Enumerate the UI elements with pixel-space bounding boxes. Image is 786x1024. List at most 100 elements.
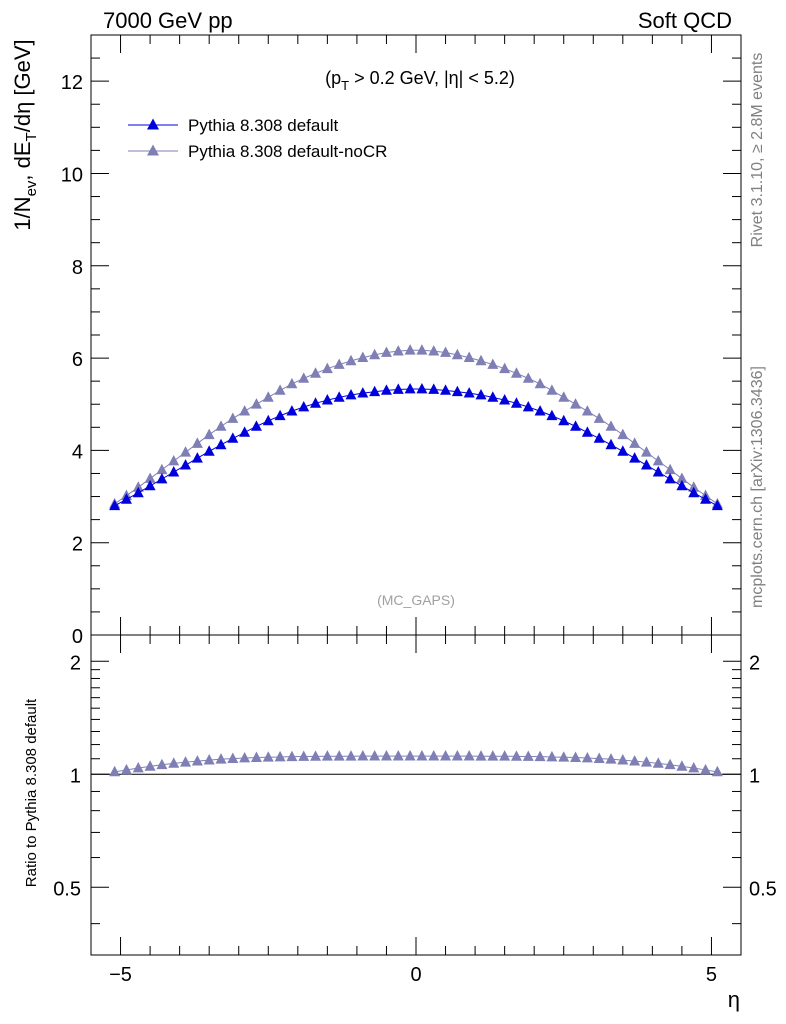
data-point-series-0 bbox=[120, 493, 132, 504]
legend-label-default: Pythia 8.308 default bbox=[188, 116, 339, 135]
data-point-series-0 bbox=[144, 479, 156, 491]
data-point-series-1 bbox=[499, 362, 511, 374]
data-point-series-0 bbox=[286, 405, 298, 416]
data-point-series-0 bbox=[227, 432, 239, 443]
process-label: Soft QCD bbox=[638, 8, 732, 33]
data-point-series-0 bbox=[546, 409, 558, 421]
main-x-axis bbox=[90, 35, 742, 635]
ratio-data-point bbox=[203, 754, 215, 765]
data-point-series-0 bbox=[428, 383, 440, 394]
ratio-data-point bbox=[652, 757, 664, 768]
data-point-series-0 bbox=[700, 493, 712, 504]
ratio-data-point bbox=[428, 750, 440, 761]
ratio-data-point bbox=[558, 751, 570, 762]
ratio-data-point bbox=[451, 750, 463, 761]
ylabel-part-1: 1/N bbox=[10, 196, 35, 230]
data-point-series-1 bbox=[132, 481, 144, 492]
data-point-series-0 bbox=[522, 400, 534, 412]
data-point-series-1 bbox=[191, 437, 203, 448]
series-line-1 bbox=[114, 349, 718, 505]
data-point-series-1 bbox=[510, 367, 522, 378]
ylabel-part-2: , dE bbox=[10, 141, 35, 180]
data-point-series-1 bbox=[534, 377, 546, 389]
ratio-data-point bbox=[617, 754, 629, 765]
data-point-series-0 bbox=[156, 472, 168, 484]
data-point-series-1 bbox=[369, 348, 381, 360]
data-point-series-0 bbox=[640, 459, 652, 470]
data-point-series-0 bbox=[357, 387, 369, 398]
data-point-series-0 bbox=[369, 385, 381, 397]
data-point-series-0 bbox=[239, 426, 251, 437]
main-y-tick-labels: 0 2 4 6 8 10 12 bbox=[61, 72, 83, 648]
main-data-series bbox=[109, 344, 723, 511]
data-point-series-0 bbox=[487, 391, 499, 402]
data-point-series-1 bbox=[321, 362, 333, 374]
data-point-series-1 bbox=[652, 454, 664, 466]
ratio-data-point bbox=[239, 751, 251, 763]
data-point-series-0 bbox=[416, 382, 428, 394]
ratio-data-point bbox=[333, 750, 345, 761]
main-y-tick-label: 12 bbox=[61, 72, 83, 94]
ratio-data-point bbox=[191, 755, 203, 766]
data-point-series-1 bbox=[227, 412, 239, 423]
data-point-series-1 bbox=[345, 354, 357, 366]
ratio-data-point bbox=[711, 765, 723, 777]
data-point-series-1 bbox=[463, 351, 475, 363]
data-point-series-1 bbox=[629, 437, 641, 448]
data-point-series-0 bbox=[321, 394, 333, 405]
ratio-data-point bbox=[369, 750, 381, 761]
data-point-series-1 bbox=[617, 428, 629, 440]
ratio-series-line bbox=[114, 755, 718, 773]
ratio-data-point bbox=[250, 751, 262, 762]
ratio-data-point bbox=[144, 760, 156, 771]
ratio-data-point bbox=[262, 751, 274, 762]
data-point-series-0 bbox=[132, 486, 144, 498]
legend-marker-nocr bbox=[147, 144, 159, 156]
data-point-series-0 bbox=[404, 382, 416, 394]
data-point-series-0 bbox=[203, 445, 215, 456]
data-point-series-1 bbox=[428, 345, 440, 356]
cut-part-2: > 0.2 GeV, |η| < 5.2) bbox=[349, 68, 515, 88]
ratio-data-point bbox=[392, 750, 404, 761]
data-point-series-0 bbox=[168, 466, 180, 477]
data-point-series-1 bbox=[640, 446, 652, 457]
data-point-series-0 bbox=[298, 400, 310, 412]
ratio-data-point bbox=[274, 750, 286, 762]
data-point-series-1 bbox=[522, 372, 534, 383]
data-point-series-1 bbox=[298, 372, 310, 383]
data-point-series-1 bbox=[380, 346, 392, 357]
data-point-series-0 bbox=[499, 394, 511, 405]
energy-label: 7000 GeV pp bbox=[103, 8, 233, 33]
data-point-series-1 bbox=[487, 358, 499, 369]
data-point-series-0 bbox=[345, 388, 357, 400]
ratio-data-point bbox=[298, 750, 310, 761]
data-point-series-1 bbox=[180, 446, 192, 457]
ratio-data-point bbox=[380, 750, 392, 761]
ratio-data-point bbox=[227, 752, 239, 763]
data-point-series-1 bbox=[451, 348, 463, 360]
ylabel-part-3: /dη [GeV] bbox=[10, 39, 35, 132]
main-y-tick-label: 0 bbox=[72, 626, 83, 648]
data-point-series-0 bbox=[440, 384, 452, 395]
data-point-series-1 bbox=[475, 354, 487, 366]
data-point-series-1 bbox=[274, 384, 286, 395]
data-point-series-0 bbox=[392, 383, 404, 394]
main-y-tick-label: 4 bbox=[72, 441, 83, 463]
data-point-series-1 bbox=[168, 454, 180, 466]
data-point-series-1 bbox=[416, 344, 428, 355]
ratio-data-point bbox=[605, 753, 617, 764]
main-y-axis bbox=[91, 34, 741, 636]
data-point-series-0 bbox=[180, 459, 192, 470]
ratio-y-axis-label: Ratio to Pythia 8.308 default bbox=[23, 698, 40, 887]
data-point-series-0 bbox=[593, 432, 605, 443]
data-point-series-0 bbox=[570, 420, 582, 431]
ratio-data-point bbox=[688, 761, 700, 773]
cut-sub-t: T bbox=[341, 78, 349, 93]
ratio-data-point bbox=[357, 750, 369, 761]
data-point-series-0 bbox=[581, 426, 593, 437]
legend: Pythia 8.308 default Pythia 8.308 defaul… bbox=[128, 116, 387, 161]
ratio-y-axis bbox=[91, 660, 741, 925]
ratio-data-point bbox=[156, 758, 168, 770]
data-point-series-0 bbox=[250, 420, 262, 431]
ratio-data-series bbox=[109, 750, 723, 777]
